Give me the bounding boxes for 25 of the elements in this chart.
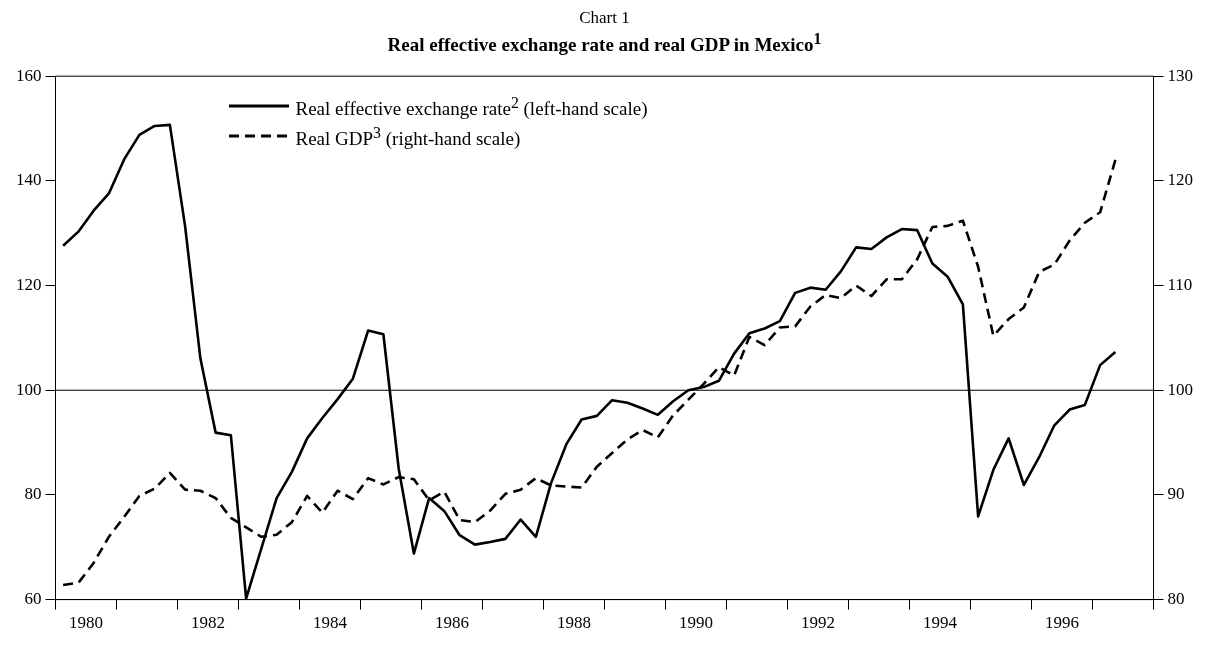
y2-tick-label: 100 (1167, 380, 1193, 400)
y2-tick-label: 120 (1167, 170, 1193, 190)
y2-tick-label: 130 (1167, 66, 1193, 85)
x-tick-label: 1988 (557, 613, 591, 633)
x-tick-label: 1994 (923, 613, 958, 633)
x-tick-label: 1980 (69, 613, 103, 633)
y-tick-label: 100 (16, 380, 42, 400)
y2-tick-label: 110 (1167, 275, 1193, 295)
y-tick-label: 160 (16, 66, 42, 85)
y-tick-label: 140 (16, 170, 42, 190)
y-tick-label: 60 (24, 589, 42, 609)
chart-title: Real effective exchange rate and real GDP in Mexico$^{1}$ (386, 30, 823, 57)
x-tick-label: 1992 (801, 613, 835, 633)
y-tick-label: 120 (16, 275, 42, 295)
x-tick-label: 1984 (313, 613, 348, 633)
x-tick-label: 1982 (191, 613, 225, 633)
y2-tick-label: 90 (1167, 484, 1185, 504)
x-tick-label: 1990 (679, 613, 713, 633)
chart-subtitle: Chart 1 (578, 8, 631, 28)
legend-label: Real effective exchange rate$^{2}$ (left-hand scale) (295, 92, 648, 121)
x-tick-label: 1996 (1045, 613, 1079, 633)
x-tick-label: 1986 (435, 613, 469, 633)
y-tick-label: 80 (24, 484, 42, 504)
y2-tick-label: 80 (1167, 589, 1185, 609)
legend-label: Real GDP$^{3}$ (right-hand scale) (295, 122, 521, 152)
